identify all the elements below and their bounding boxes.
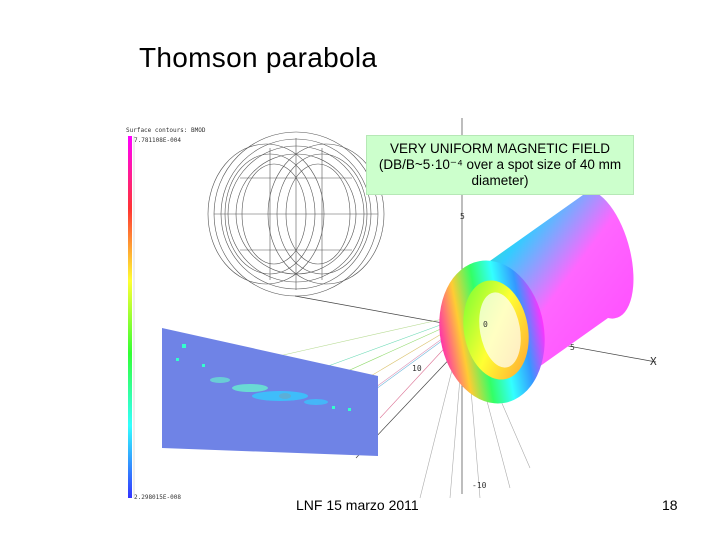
callout-line-3: diameter)	[471, 173, 529, 188]
detector-screen	[162, 328, 378, 456]
callout-line-1: VERY UNIFORM MAGNETIC FIELD	[389, 141, 611, 156]
magnet-cylinder	[439, 190, 634, 404]
magnetic-field-figure	[128, 118, 657, 499]
axis-label-x: X	[650, 355, 657, 368]
axis-tick-5-top: 5	[460, 212, 465, 221]
field-contour-diagram	[207, 131, 385, 297]
axis-tick-10: 10	[412, 364, 422, 373]
page-number: 18	[662, 497, 678, 513]
callout-line-2: (DB/B~5·10⁻⁴ over a spot size of 40 mm	[378, 157, 622, 172]
scale-min-label: 2.298015E-008	[134, 494, 181, 501]
axis-tick-0: 0	[483, 320, 488, 329]
slide-title: Thomson parabola	[139, 42, 378, 73]
footer-date: LNF 15 marzo 2011	[296, 497, 419, 513]
axis-tick-minus10: -10	[472, 481, 487, 490]
axis-tick-5-right: 5	[570, 343, 575, 352]
scale-max-label: 7.781108E-004	[134, 137, 181, 144]
scale-title: Surface contours: BMOD	[126, 127, 206, 134]
field-uniformity-callout: VERY UNIFORM MAGNETIC FIELD (DB/B~5·10⁻⁴…	[366, 135, 634, 195]
color-scale-bar	[128, 136, 132, 498]
